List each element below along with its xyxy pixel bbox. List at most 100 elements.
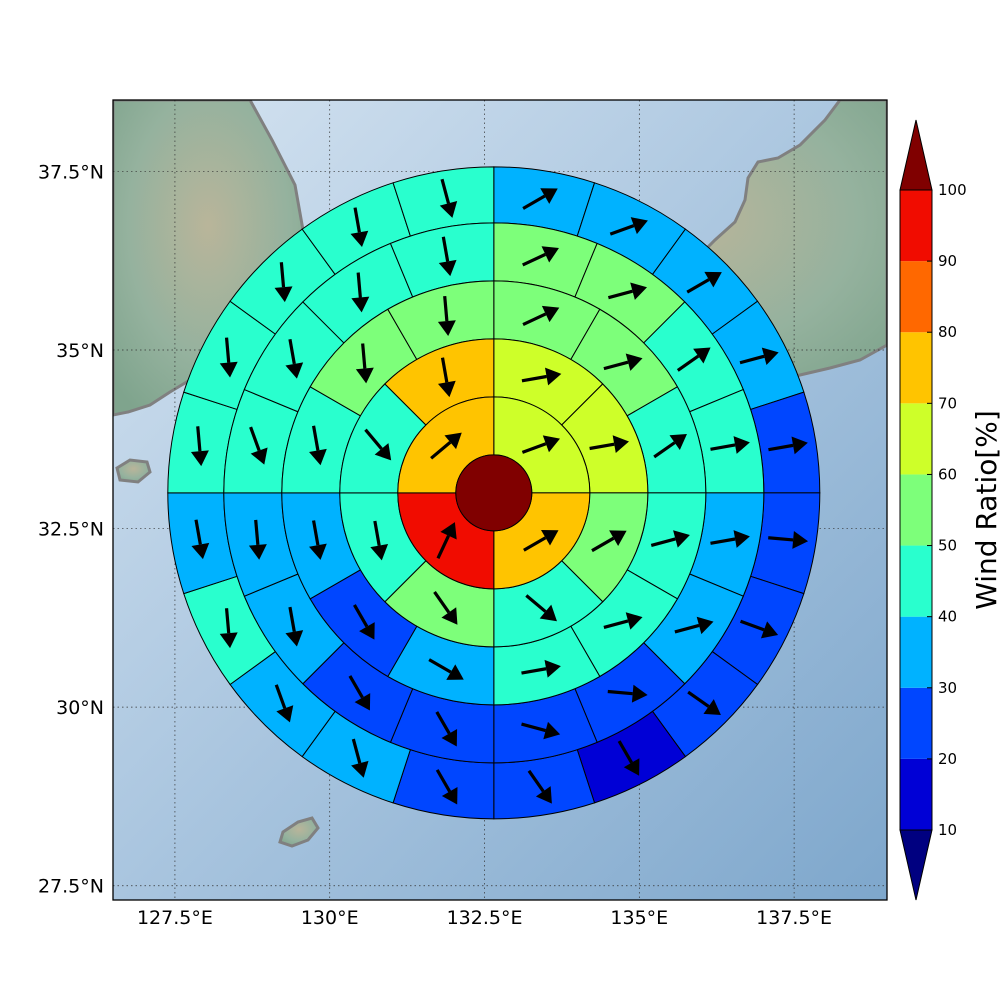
wind-arrow (589, 435, 629, 454)
wind-arrow-head (248, 544, 267, 560)
wind-arrow-shaft (0, 0, 5, 2)
wind-arrow-head (625, 612, 643, 630)
colorbar-tick-label: 10 (938, 821, 957, 839)
wind-arrow-shaft (521, 442, 547, 454)
wind-arrow (351, 738, 369, 778)
wind-arrow-shaft (435, 769, 452, 793)
wind-arrow (0, 0, 20, 9)
wind-arrow-shaft (435, 711, 451, 735)
wind-arrow-shaft (428, 658, 452, 674)
colorbar-bin (900, 332, 932, 404)
wind-arrow-shaft (0, 0, 5, 2)
wind-arrow-shaft (687, 690, 710, 708)
wind-direction-arrows (0, 0, 809, 805)
wind-arrow-head (5, 0, 20, 9)
wind-arrow (674, 616, 714, 635)
wind-arrow (609, 217, 648, 236)
longitude-tick-label: 130°E (301, 907, 359, 929)
wind-arrow (687, 690, 721, 716)
longitude-tick-label: 127.5°E (137, 907, 213, 929)
wind-arrow-head (703, 699, 721, 716)
wind-arrow-shaft (603, 360, 629, 371)
wind-arrow (191, 519, 210, 560)
wind-arrow-head (5, 0, 20, 9)
wind-arrow-shaft (224, 608, 231, 634)
wind-arrow-shaft (0, 0, 5, 2)
wind-arrow-shaft (521, 722, 547, 733)
wind-arrow-shaft (650, 537, 676, 547)
wind-arrow-shaft (0, 0, 5, 2)
wind-arrow (768, 436, 808, 455)
wind-arrow-head (5, 0, 20, 9)
wind-arrow-head (541, 305, 560, 323)
wind-arrow-head (190, 450, 209, 467)
wind-arrow-shaft (710, 537, 736, 545)
wind-arrow (591, 530, 627, 553)
wind-arrow (0, 0, 20, 9)
wind-arrow-head (541, 529, 559, 546)
wind-arrow (219, 337, 238, 378)
wind-arrow (435, 769, 458, 805)
wind-arrow (348, 675, 371, 711)
colorbar-tick-label: 60 (938, 465, 957, 483)
wind-arrow-shaft (0, 0, 5, 2)
wind-arrow (309, 520, 327, 560)
wind-arrow (355, 343, 374, 384)
wind-arrow (350, 207, 369, 248)
wind-arrow-shaft (0, 0, 5, 2)
colorbar-bin (900, 190, 932, 262)
map-area (0, 0, 887, 900)
wind-arrow-shaft (364, 428, 383, 450)
wind-arrow-head (5, 0, 20, 9)
wind-arrow (433, 591, 458, 625)
wind-arrow (285, 606, 304, 647)
wind-arrow (436, 522, 457, 560)
wind-arrow (248, 519, 267, 560)
wind-arrow-head (630, 282, 648, 300)
wind-arrow-head (693, 347, 711, 364)
wind-arrow-head (441, 607, 458, 625)
wind-arrow (439, 178, 458, 218)
wind-arrow-shaft (527, 769, 545, 793)
wind-arrow-shaft (254, 519, 260, 545)
wind-arrow (603, 612, 643, 630)
wind-arrow-head (250, 447, 268, 465)
wind-arrow-shaft (441, 236, 450, 262)
wind-arrow (521, 659, 561, 678)
colorbar-tick-label: 80 (938, 323, 957, 341)
map-frame (112, 99, 888, 901)
wind-arrow-shaft (521, 374, 547, 383)
wind-arrow-shaft (0, 0, 5, 2)
wind-arrow-shaft (0, 0, 5, 2)
wind-arrow-shaft (607, 289, 633, 300)
latitude-tick-label: 37.5°N (38, 161, 104, 183)
wind-arrow-shaft (288, 338, 296, 365)
wind-arrow-shaft (361, 343, 367, 369)
wind-arrow (370, 520, 389, 561)
wind-arrow-shaft (0, 0, 5, 2)
center-sector (455, 454, 533, 532)
wind-arrow-head (791, 436, 808, 455)
wind-arrow-shaft (686, 278, 710, 294)
wind-arrow (0, 0, 20, 9)
wind-arrow-head (276, 705, 294, 723)
wind-arrow-shaft (440, 178, 451, 204)
wind-arrow-shaft (710, 443, 736, 451)
wind-arrow-head (545, 367, 562, 386)
wind-arrow (0, 0, 20, 9)
wind-arrow-head (623, 758, 640, 776)
wind-arrow (521, 721, 561, 740)
wind-arrow-shaft (430, 441, 452, 460)
wind-arrow-head (285, 630, 304, 647)
wind-arrow-shaft (0, 0, 5, 2)
wind-arrow-shaft (525, 594, 547, 613)
wind-arrow (710, 530, 750, 548)
wind-arrow-head (543, 721, 561, 740)
wind-arrow (285, 338, 304, 379)
wind-arrow-shaft (0, 0, 5, 2)
wind-arrow-shaft (0, 0, 5, 2)
wind-arrow-shaft (196, 426, 202, 452)
wind-arrow-head (669, 434, 687, 450)
wind-arrow-head (761, 347, 779, 365)
wind-arrow-head (5, 0, 20, 9)
